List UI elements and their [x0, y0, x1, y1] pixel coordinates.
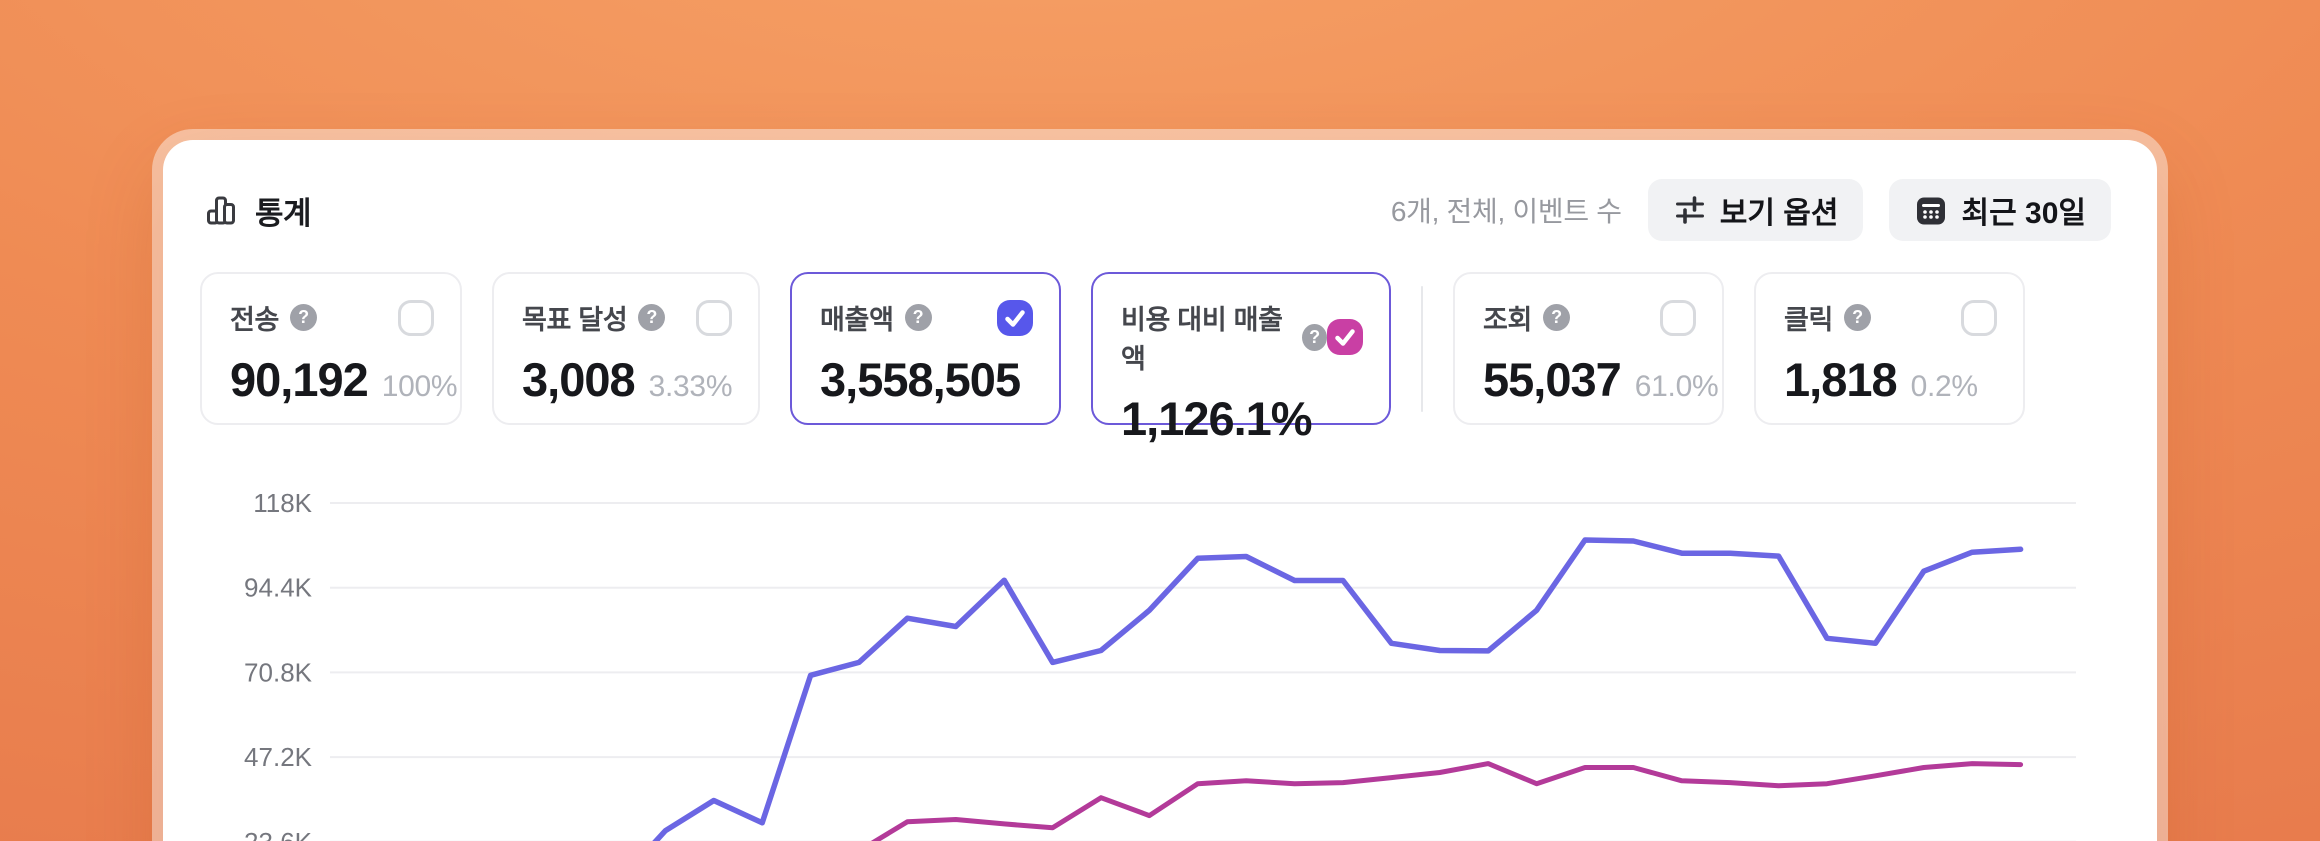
metric-label: 목표 달성: [522, 305, 628, 335]
help-icon[interactable]: ?: [904, 304, 932, 331]
calendar-icon: [1917, 197, 1946, 225]
statistics-panel: 통계 6개, 전체, 이벤트 수 보기 옵션: [163, 140, 2157, 841]
help-icon[interactable]: ?: [638, 304, 666, 331]
metric-value-row: 55,037 61.0%: [1483, 352, 1719, 407]
bar-chart-icon: [207, 196, 235, 225]
metric-value-row: 3,558,505: [820, 352, 1033, 407]
line-chart: 118K 94.4K 70.8K 47.2K 23.6K: [200, 460, 2090, 841]
panel-title-group: 통계: [203, 188, 312, 233]
y-tick-label: 118K: [253, 488, 312, 518]
metric-card-1[interactable]: 전송 ? 90,192 100%: [200, 272, 462, 425]
metric-card-top: 매출액 ?: [820, 298, 1033, 337]
metric-value-row: 1,818 0.2%: [1784, 352, 1997, 407]
metric-card-6[interactable]: 클릭 ? 1,818 0.2%: [1754, 272, 2025, 425]
metric-checkbox[interactable]: [696, 299, 732, 336]
metric-value: 3,008: [522, 353, 636, 406]
metric-value-row: 90,192 100%: [230, 352, 458, 407]
series-line-2: [870, 761, 2024, 841]
y-tick-label: 47.2K: [244, 742, 313, 772]
metric-card-top: 전송 ?: [230, 298, 434, 337]
y-tick-label: 70.8K: [244, 657, 313, 687]
metric-sub-value: 100%: [381, 370, 458, 403]
panel-header: 통계 6개, 전체, 이벤트 수 보기 옵션: [203, 176, 2111, 244]
view-options-label: 보기 옵션: [1719, 197, 1839, 230]
metric-card-3[interactable]: 매출액 ? 3,558,505: [790, 272, 1061, 425]
metric-card-top: 목표 달성 ?: [522, 298, 732, 337]
header-actions: 6개, 전체, 이벤트 수 보기 옵션: [1391, 179, 2111, 241]
metric-label: 비용 대비 매출액: [1121, 305, 1283, 374]
metric-sub-value: 61.0%: [1634, 370, 1719, 403]
metric-checkbox[interactable]: [1961, 299, 1997, 336]
checkmark-icon: [1005, 309, 1025, 327]
metric-value: 90,192: [230, 353, 369, 406]
date-range-label: 최근 30일: [1961, 197, 2086, 230]
metric-value: 3,558,505: [820, 353, 1021, 406]
metric-checkbox[interactable]: [1660, 299, 1696, 336]
metric-card-5[interactable]: 조회 ? 55,037 61.0%: [1453, 272, 1724, 425]
help-icon[interactable]: ?: [1543, 304, 1571, 331]
metric-card-2[interactable]: 목표 달성 ? 3,008 3.33%: [492, 272, 760, 425]
y-tick-label: 94.4K: [244, 573, 313, 603]
help-icon[interactable]: ?: [1302, 323, 1327, 351]
help-icon[interactable]: ?: [1844, 304, 1872, 331]
date-range-button[interactable]: 최근 30일: [1889, 179, 2111, 241]
page-title: 통계: [255, 195, 312, 231]
help-icon[interactable]: ?: [290, 304, 318, 331]
metric-cards-row: 전송 ? 90,192 100% 목표 달성 ? 3,008 3.33% 매출액: [200, 272, 2025, 445]
metric-sub-value: 3.33%: [648, 370, 733, 403]
checkmark-icon: [1335, 329, 1355, 346]
series-line-1: [652, 537, 2024, 841]
metric-card-4[interactable]: 비용 대비 매출액 ? 1,126.1%: [1091, 272, 1391, 445]
metric-summary-text: 6개, 전체, 이벤트 수: [1390, 196, 1622, 227]
view-options-button[interactable]: 보기 옵션: [1647, 179, 1864, 241]
metric-card-top: 클릭 ?: [1784, 298, 1997, 337]
sliders-icon: [1675, 196, 1704, 224]
metric-value-row: 1,126.1%: [1121, 391, 1363, 446]
metric-label: 전송: [230, 305, 280, 335]
metric-card-top: 비용 대비 매출액 ?: [1121, 298, 1363, 376]
metric-label: 매출액: [820, 305, 894, 335]
metric-sub-value: 0.2%: [1910, 370, 1978, 403]
metric-value: 1,818: [1784, 353, 1898, 406]
line-chart-svg: 118K 94.4K 70.8K 47.2K 23.6K: [244, 488, 2076, 841]
metric-label: 조회: [1483, 305, 1533, 335]
metric-checkbox[interactable]: [1327, 319, 1363, 355]
metric-value-row: 3,008 3.33%: [522, 352, 733, 407]
metric-checkbox[interactable]: [997, 299, 1033, 336]
metric-checkbox[interactable]: [398, 299, 434, 336]
metric-value: 55,037: [1483, 353, 1622, 406]
metric-value: 1,126.1%: [1121, 392, 1313, 445]
cards-divider: [1421, 285, 1423, 412]
y-tick-label: 23.6K: [244, 827, 313, 841]
metric-card-top: 조회 ?: [1483, 298, 1696, 337]
metric-label: 클릭: [1784, 305, 1834, 335]
